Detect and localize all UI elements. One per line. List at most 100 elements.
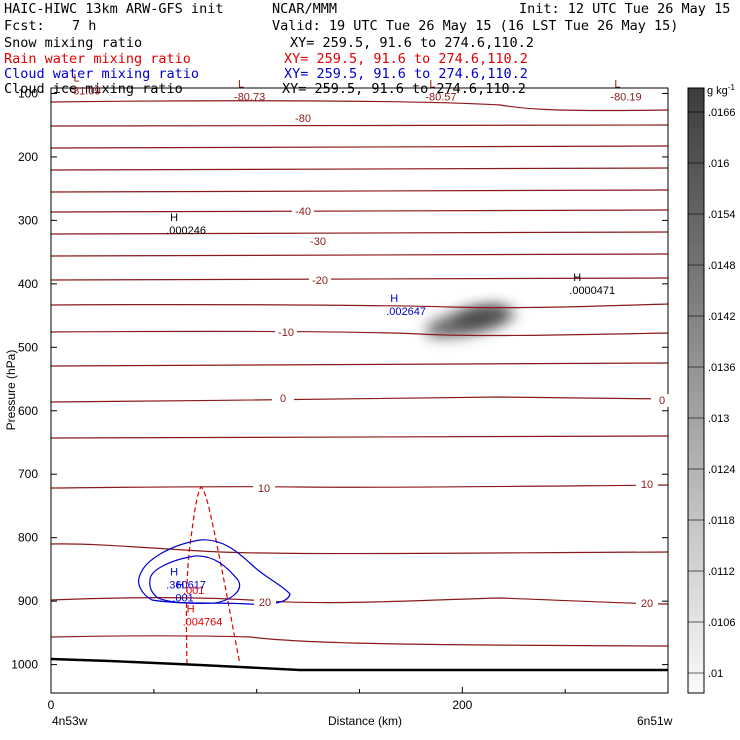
rain-contour-label: .001 [183, 585, 204, 597]
snow-mixing-ratio-field [424, 306, 516, 338]
colorbar: .01 .0106 .0112 .0118 .0124 .013 .0136 .0142 .01… [687, 83, 736, 694]
isotherm-label-bg [254, 596, 276, 609]
isotherm-line [51, 167, 668, 171]
isotherm-line [51, 253, 668, 257]
x-tick-label: 0 [48, 698, 55, 712]
model-title: HAIC-HIWC 13km ARW-GFS init [4, 1, 224, 17]
isotherm-label: -30 [310, 236, 326, 248]
isotherm-label-bg [253, 482, 275, 495]
y-tick-label: 300 [18, 213, 38, 227]
isotherm-label-bg [292, 112, 314, 125]
init-time: Init: 12 UTC Tue 26 May 15 [519, 1, 731, 17]
fcst-value: 7 h [72, 18, 97, 34]
isotherm-label: 0 [659, 395, 665, 407]
isotherm-line [51, 597, 668, 605]
extremum-kind: H [573, 272, 581, 284]
colorbar-tick-label: .013 [708, 413, 729, 425]
isotherm-line [51, 145, 668, 149]
isotherm-label: -40 [295, 206, 311, 218]
colorbar-unit-base: g kg [707, 85, 728, 97]
colorbar-tick-label: .0136 [708, 362, 736, 374]
temperature-contours [51, 100, 668, 647]
extremum-kind: H [170, 212, 178, 224]
isotherm-label-bg [636, 597, 658, 610]
isotherm-line [51, 396, 668, 403]
isotherm-line [51, 123, 668, 127]
isotherm-line [51, 435, 668, 439]
extremum-value: .004764 [183, 616, 223, 628]
valid-time: Valid: 19 UTC Tue 26 May 15 (16 LST Tue … [272, 18, 679, 34]
y-tick-label: 900 [18, 594, 38, 608]
colorbar-tick-label: .0112 [708, 566, 735, 578]
extremum-value: -80.73 [234, 92, 265, 104]
isotherm-label: 20 [259, 597, 271, 609]
y-tick-label: 500 [18, 340, 38, 354]
cloud-water-contour-outer [138, 539, 291, 605]
isotherm-label: -10 [278, 327, 294, 339]
isotherm-label: -80 [295, 113, 311, 125]
isotherm-label: 10 [641, 479, 653, 491]
terrain-surface [51, 657, 668, 672]
rain-water-contour [185, 486, 241, 665]
isotherm-line [51, 362, 668, 367]
colorbar-unit-exp: -1 [728, 83, 736, 92]
extremum-kind: L [429, 79, 435, 91]
x-axis-title: Distance (km) [328, 714, 402, 728]
fcst-label: Fcst: [4, 18, 45, 34]
isotherm-label: 0 [280, 393, 286, 405]
isotherm-label-bg [651, 394, 673, 407]
isotherm-line [51, 543, 668, 555]
field-name-snow: Snow mixing ratio [4, 35, 143, 51]
field-xy-cloud-water: XY= 259.5, 91.6 to 274.6,110.2 [284, 66, 528, 82]
isotherm-line [51, 484, 668, 489]
isotherm-line [51, 100, 668, 112]
field-name-rain: Rain water mixing ratio [4, 51, 191, 67]
x-axis: 0 200 [48, 687, 566, 712]
extremum-value: .000246 [166, 225, 206, 237]
isotherm-labels: -80 -40 -30 -20 -10 0 10 20 0 10 20 [253, 112, 673, 610]
extremum-value: .002647 [386, 306, 426, 318]
colorbar-tick-label: .0124 [708, 464, 736, 476]
isotherm-label: -20 [312, 275, 328, 287]
y-tick-label: 700 [18, 467, 38, 481]
extremum-value: -81.09 [70, 85, 101, 97]
isotherm-line [51, 635, 668, 647]
field-xy-snow: XY= 259.5, 91.6 to 274.6,110.2 [290, 35, 534, 51]
field-xy-rain: XY= 259.5, 91.6 to 274.6,110.2 [284, 51, 528, 67]
colorbar-tick-label: .0166 [708, 107, 736, 119]
isotherm-label: 20 [641, 598, 653, 610]
extremum-value: .0000471 [569, 285, 615, 297]
isotherm-line [51, 330, 668, 337]
extremum-kind: H [390, 293, 398, 305]
isotherm-line [51, 277, 668, 281]
extremum-value: -80.19 [610, 92, 641, 104]
extremum-value: -80.57 [425, 92, 456, 104]
extremum-kind: L [74, 72, 80, 84]
extremum-value: .360617 [166, 580, 206, 592]
y-axis-title: Pressure (hPa) [4, 350, 18, 431]
extremum-kind: L [238, 79, 244, 91]
cloud-water-contour-inner [149, 555, 241, 604]
field-name-cloud-ice: Cloud ice mixing ratio [4, 81, 183, 97]
x-start-label: 4n53w [52, 714, 88, 728]
colorbar-tick-label: .016 [708, 158, 729, 170]
extremum-kind: L [614, 79, 620, 91]
x-tick-label: 200 [452, 698, 472, 712]
isotherm-label-bg [307, 235, 329, 248]
colorbar-tick-label: .0106 [708, 617, 736, 629]
colorbar-tick-label: .0118 [708, 515, 735, 527]
isotherm-label-bg [309, 274, 331, 287]
colorbar-tick-label: .0148 [708, 260, 736, 272]
isotherm-label: 10 [258, 483, 270, 495]
isotherm-label-bg [275, 326, 297, 339]
x-end-label: 6n51w [637, 714, 673, 728]
extremum-value: .001 [172, 592, 193, 604]
y-tick-label: 100 [18, 86, 38, 100]
extremum-kind: H [187, 603, 195, 615]
extrema-labels: L-81.09L-80.73L-80.57L-80.19H.000246H.00… [70, 72, 642, 628]
y-tick-label: 800 [18, 531, 38, 545]
colorbar-tick-label: .0154 [708, 209, 736, 221]
colorbar-tick-label: .0142 [708, 311, 736, 323]
isotherm-label-bg [292, 205, 314, 218]
